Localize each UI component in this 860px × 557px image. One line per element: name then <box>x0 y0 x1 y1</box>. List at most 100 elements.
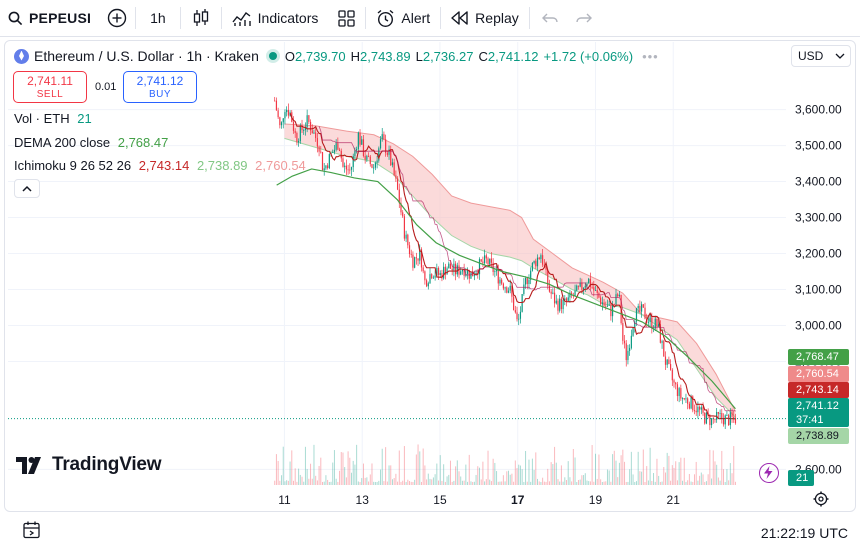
candle-body <box>559 298 561 311</box>
interval-button[interactable]: 1h <box>136 0 180 37</box>
undo-button[interactable] <box>530 0 570 37</box>
candle-body <box>588 278 590 284</box>
candle-body <box>391 162 394 166</box>
volume-bar <box>376 481 378 485</box>
buy-button[interactable]: 2,741.12 BUY <box>123 71 197 103</box>
candle-body <box>642 304 644 308</box>
indicators-button[interactable]: Indicators <box>222 0 329 37</box>
candle-body <box>316 138 318 147</box>
alert-label: Alert <box>401 10 431 26</box>
volume-bar <box>325 475 327 485</box>
candle-body <box>349 169 351 171</box>
volume-bar <box>380 469 382 485</box>
candle-body <box>499 279 501 284</box>
settings-gear-icon[interactable] <box>813 491 829 507</box>
more-icon[interactable]: ••• <box>642 48 659 64</box>
sell-button[interactable]: 2,741.11 SELL <box>13 71 87 103</box>
volume-bar <box>313 444 315 485</box>
volume-bar <box>664 472 666 485</box>
candle-body <box>663 341 665 357</box>
templates-button[interactable] <box>328 0 365 37</box>
lightning-icon[interactable] <box>759 463 779 483</box>
volume-bar <box>734 481 736 485</box>
candle-body <box>507 290 510 293</box>
volume-bar <box>354 464 356 485</box>
candle-body <box>514 310 516 313</box>
candle-body <box>734 418 737 424</box>
x-tick-label: 17 <box>511 493 525 507</box>
candle-body <box>627 350 629 361</box>
candle-body <box>543 264 545 267</box>
candle-body <box>453 263 455 271</box>
collapse-legend-button[interactable] <box>14 179 40 198</box>
volume-bar <box>622 449 624 485</box>
volume-bar <box>537 478 539 485</box>
volume-bar <box>378 480 380 485</box>
volume-bar <box>530 481 532 485</box>
candle-body <box>444 266 446 275</box>
volume-bar <box>547 468 549 485</box>
volume-legend[interactable]: Vol · ETH 21 <box>14 111 92 126</box>
volume-name: Vol · ETH <box>14 111 70 126</box>
candle-body <box>478 259 481 275</box>
open-value: 2,739.70 <box>295 48 346 64</box>
candle-body <box>719 412 721 414</box>
calendar-goto-icon[interactable] <box>22 520 42 540</box>
volume-bar <box>605 481 607 485</box>
candle-body <box>661 341 663 343</box>
candle-body <box>548 285 551 292</box>
close-key: C <box>478 48 488 64</box>
compare-button[interactable] <box>99 0 135 37</box>
volume-bar <box>351 472 353 485</box>
candle-body <box>501 279 503 284</box>
candle-body <box>460 271 462 275</box>
volume-bar <box>275 454 277 485</box>
volume-bar <box>526 481 528 485</box>
top-toolbar: PEPEUSI 1h Indicators Alert Replay <box>0 0 860 37</box>
volume-bar <box>682 480 684 485</box>
volume-bar <box>381 448 383 485</box>
candle-body <box>560 298 562 310</box>
volume-bar <box>625 481 627 485</box>
candle-body <box>584 285 586 288</box>
candle-body <box>528 279 530 285</box>
candle-body <box>666 359 668 365</box>
candle-body <box>417 258 419 261</box>
candle-body <box>654 318 656 329</box>
replay-button[interactable]: Replay <box>441 0 529 37</box>
candle-body <box>347 169 349 171</box>
candle-body <box>306 115 308 128</box>
candle-body <box>441 273 443 279</box>
watermark-text: TradingView <box>52 454 162 475</box>
candle-body <box>437 268 440 275</box>
redo-button[interactable] <box>570 0 598 37</box>
senkou-span-b-line <box>284 123 736 412</box>
candle-body <box>629 347 631 351</box>
chart-pane[interactable] <box>4 40 856 512</box>
symbol-title[interactable]: Ethereum / U.S. Dollar · 1h · Kraken <box>34 48 259 64</box>
volume-bar <box>629 469 631 485</box>
candle-body <box>603 302 605 306</box>
candle-body <box>605 305 607 307</box>
symbol-search-button[interactable]: PEPEUSI <box>0 0 99 37</box>
candle-body <box>422 267 424 272</box>
candle-body <box>427 283 429 287</box>
candle-body <box>683 398 685 400</box>
volume-bar <box>653 473 655 485</box>
volume-bar <box>675 461 677 485</box>
candle-body <box>350 167 353 170</box>
chart-type-button[interactable] <box>181 0 221 37</box>
dema-legend[interactable]: DEMA 200 close 2,768.47 <box>14 135 168 150</box>
volume-bar <box>601 481 603 485</box>
ichimoku-legend[interactable]: Ichimoku 9 26 52 26 2,743.14 2,738.89 2,… <box>14 158 306 173</box>
candle-body <box>535 260 537 267</box>
volume-bar <box>292 480 294 485</box>
currency-select[interactable]: USD <box>791 45 851 67</box>
dema-price-label: 2,768.47 <box>788 349 849 365</box>
price-chart[interactable]: 3,600.00 3,500.00 3,400.00 3,300.00 3,200.00… <box>0 0 860 515</box>
candle-body <box>632 328 634 336</box>
alert-button[interactable]: Alert <box>366 0 440 37</box>
candle-body <box>518 318 520 320</box>
candle-body <box>699 406 701 410</box>
utc-clock[interactable]: 21:22:19 UTC <box>760 525 848 541</box>
